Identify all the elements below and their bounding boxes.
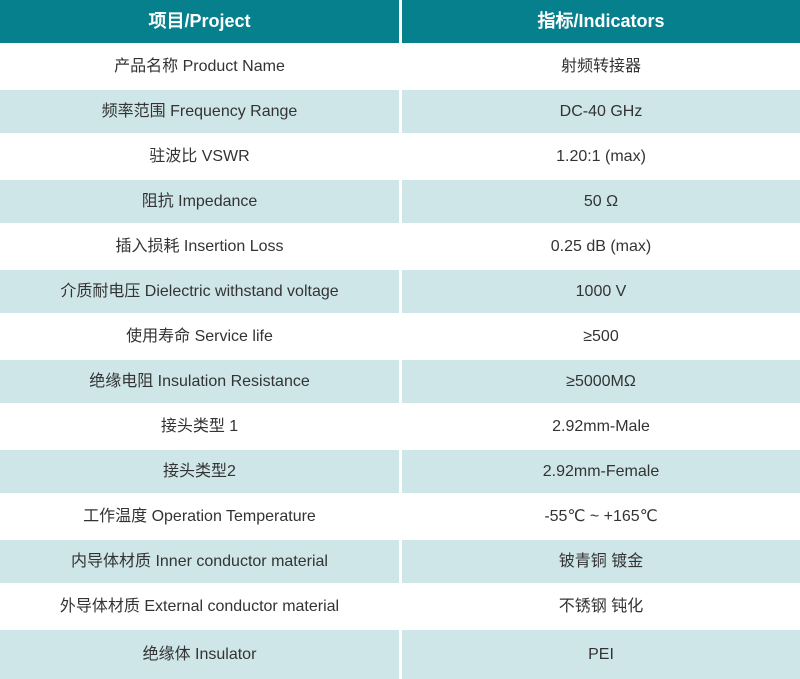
project-cell: 产品名称 Product Name — [0, 45, 399, 90]
table-row: 使用寿命 Service life ≥500 — [0, 315, 800, 360]
header-indicators: 指标/Indicators — [402, 0, 800, 45]
indicator-cell: 射频转接器 — [402, 45, 800, 90]
project-cell: 绝缘体 Insulator — [0, 630, 399, 679]
indicator-cell: -55℃ ~ +165℃ — [402, 495, 800, 540]
table-row: 接头类型2 2.92mm-Female — [0, 450, 800, 495]
table-row: 绝缘体 Insulator PEI — [0, 630, 800, 679]
project-cell: 介质耐电压 Dielectric withstand voltage — [0, 270, 399, 315]
table-row: 驻波比 VSWR 1.20:1 (max) — [0, 135, 800, 180]
indicator-cell: 1000 V — [402, 270, 800, 315]
project-cell: 接头类型2 — [0, 450, 399, 495]
indicator-cell: 1.20:1 (max) — [402, 135, 800, 180]
project-cell: 插入损耗 Insertion Loss — [0, 225, 399, 270]
indicator-cell: ≥500 — [402, 315, 800, 360]
indicator-cell: 0.25 dB (max) — [402, 225, 800, 270]
project-cell: 频率范围 Frequency Range — [0, 90, 399, 135]
indicator-cell: 铍青铜 镀金 — [402, 540, 800, 585]
indicator-cell: 50 Ω — [402, 180, 800, 225]
table-row: 外导体材质 External conductor material 不锈钢 钝化 — [0, 585, 800, 630]
indicator-cell: ≥5000MΩ — [402, 360, 800, 405]
indicator-cell: 不锈钢 钝化 — [402, 585, 800, 630]
indicator-cell: 2.92mm-Male — [402, 405, 800, 450]
project-cell: 接头类型 1 — [0, 405, 399, 450]
table-row: 内导体材质 Inner conductor material 铍青铜 镀金 — [0, 540, 800, 585]
table-row: 阻抗 Impedance 50 Ω — [0, 180, 800, 225]
table-row: 频率范围 Frequency Range DC-40 GHz — [0, 90, 800, 135]
project-cell: 外导体材质 External conductor material — [0, 585, 399, 630]
table-row: 介质耐电压 Dielectric withstand voltage 1000 … — [0, 270, 800, 315]
table-header-row: 项目/Project 指标/Indicators — [0, 0, 800, 45]
indicator-cell: PEI — [402, 630, 800, 679]
project-cell: 阻抗 Impedance — [0, 180, 399, 225]
indicator-cell: DC-40 GHz — [402, 90, 800, 135]
project-cell: 驻波比 VSWR — [0, 135, 399, 180]
indicator-cell: 2.92mm-Female — [402, 450, 800, 495]
project-cell: 使用寿命 Service life — [0, 315, 399, 360]
table-row: 接头类型 1 2.92mm-Male — [0, 405, 800, 450]
table-row: 工作温度 Operation Temperature -55℃ ~ +165℃ — [0, 495, 800, 540]
project-cell: 绝缘电阻 Insulation Resistance — [0, 360, 399, 405]
project-cell: 工作温度 Operation Temperature — [0, 495, 399, 540]
header-project: 项目/Project — [0, 0, 399, 45]
project-cell: 内导体材质 Inner conductor material — [0, 540, 399, 585]
table-row: 产品名称 Product Name 射频转接器 — [0, 45, 800, 90]
table-row: 插入损耗 Insertion Loss 0.25 dB (max) — [0, 225, 800, 270]
table-row: 绝缘电阻 Insulation Resistance ≥5000MΩ — [0, 360, 800, 405]
